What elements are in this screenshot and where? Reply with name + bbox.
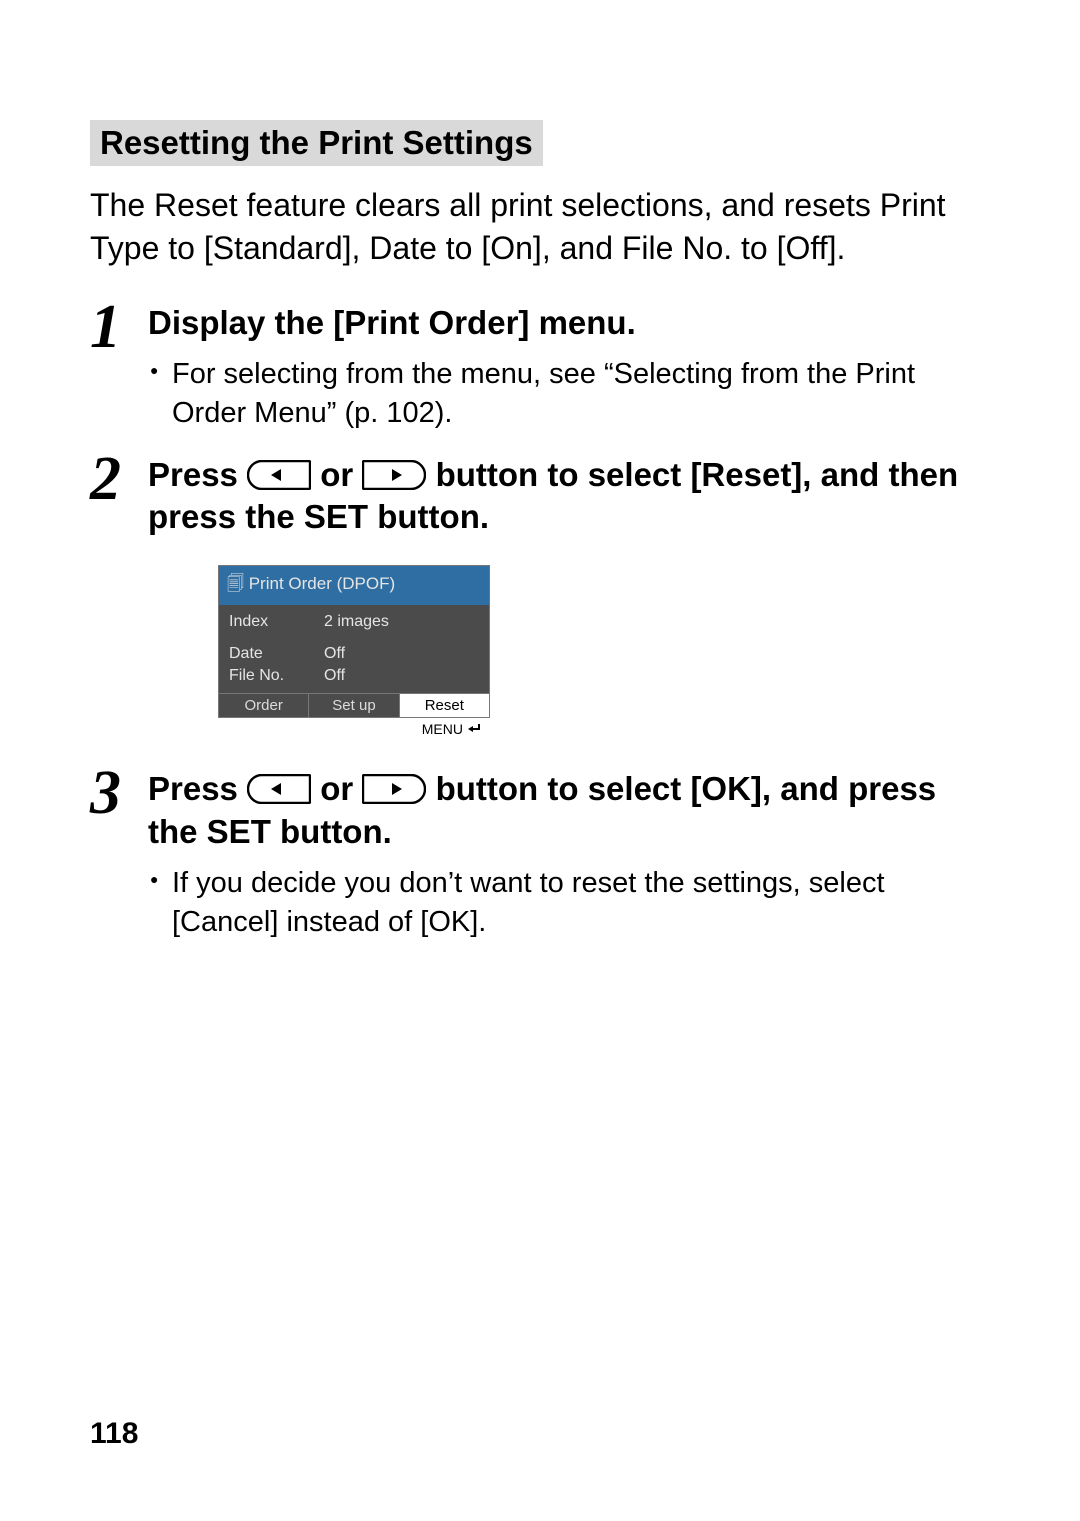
bullet-item: If you decide you don’t want to reset th… [150, 864, 990, 942]
step-number: 2 [90, 452, 148, 508]
step-title: Display the [Print Order] menu. [148, 302, 990, 345]
lcd-key: Index [229, 613, 324, 631]
page-number: 118 [90, 1417, 138, 1451]
step-title: Press or button to select [OK], and pres… [148, 768, 990, 854]
step-bullets: If you decide you don’t want to reset th… [148, 864, 990, 942]
camera-lcd-screenshot: 🗐 Print Order (DPOF) Index 2 images Date… [218, 565, 490, 738]
lcd-footer: MENU [218, 718, 490, 738]
lcd-value: 2 images [324, 613, 479, 631]
step-3: 3 Press or button to select [90, 766, 990, 942]
step-title-part: or [320, 456, 362, 493]
return-arrow-icon [467, 721, 483, 737]
step-body: Display the [Print Order] menu. For sele… [148, 300, 990, 433]
step-title: Press or button to select [Reset], and t… [148, 454, 990, 540]
lcd-row: Index 2 images [219, 611, 489, 633]
lcd-key: File No. [229, 667, 324, 685]
step-number: 1 [90, 300, 148, 356]
manual-page: Resetting the Print Settings The Reset f… [0, 0, 1080, 1521]
step-title-part: Press [148, 456, 247, 493]
lcd-row: Date Off [219, 643, 489, 665]
step-body: Press or button to select [Reset], and t… [148, 452, 990, 749]
lcd-value: Off [324, 645, 479, 663]
lcd-tab-setup: Set up [309, 694, 399, 717]
step-1: 1 Display the [Print Order] menu. For se… [90, 300, 990, 433]
lcd-row: File No. Off [219, 665, 489, 687]
right-arrow-button-icon [362, 460, 426, 490]
menu-label: MENU [422, 721, 463, 737]
lcd-tab-bar: Order Set up Reset [219, 693, 489, 717]
step-body: Press or button to select [OK], and pres… [148, 766, 990, 942]
spacer [219, 633, 489, 643]
step-2: 2 Press or button to select [90, 452, 990, 749]
lcd-title-text: Print Order (DPOF) [249, 574, 395, 593]
step-title-part: or [320, 770, 362, 807]
lcd-value: Off [324, 667, 479, 685]
print-icon: 🗐 [227, 574, 244, 593]
step-title-part: Press [148, 770, 247, 807]
menu-badge: MENU [417, 720, 488, 738]
section-title: Resetting the Print Settings [100, 124, 533, 162]
lcd-title: 🗐 Print Order (DPOF) [219, 566, 489, 605]
lcd-tab-order: Order [219, 694, 309, 717]
lcd-inner: 🗐 Print Order (DPOF) Index 2 images Date… [218, 565, 490, 718]
bullet-item: For selecting from the menu, see “Select… [150, 355, 990, 433]
lcd-tab-reset: Reset [400, 694, 489, 717]
intro-paragraph: The Reset feature clears all print selec… [90, 184, 990, 270]
left-arrow-button-icon [247, 460, 311, 490]
section-title-bar: Resetting the Print Settings [90, 120, 543, 166]
left-arrow-button-icon [247, 774, 311, 804]
right-arrow-button-icon [362, 774, 426, 804]
step-number: 3 [90, 766, 148, 822]
step-bullets: For selecting from the menu, see “Select… [148, 355, 990, 433]
lcd-key: Date [229, 645, 324, 663]
